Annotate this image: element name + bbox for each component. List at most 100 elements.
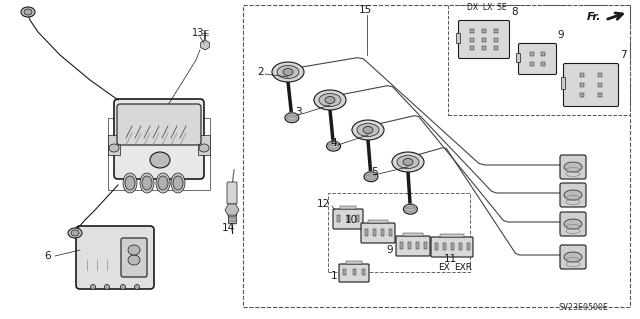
Ellipse shape: [140, 173, 154, 193]
Ellipse shape: [90, 285, 95, 290]
Text: 13: 13: [192, 28, 204, 38]
FancyBboxPatch shape: [560, 245, 586, 269]
Bar: [328, 193, 470, 272]
Bar: [243, 5, 630, 307]
Bar: [362, 269, 365, 275]
Text: 14: 14: [221, 223, 235, 233]
Bar: [482, 29, 486, 33]
Ellipse shape: [357, 123, 379, 137]
Ellipse shape: [364, 172, 378, 182]
Bar: [340, 206, 356, 209]
Bar: [470, 38, 474, 41]
Ellipse shape: [352, 120, 384, 140]
Bar: [343, 269, 346, 275]
Bar: [353, 269, 355, 275]
Bar: [415, 241, 419, 249]
FancyBboxPatch shape: [563, 63, 618, 107]
FancyBboxPatch shape: [560, 212, 586, 236]
Text: 1: 1: [330, 271, 337, 281]
Bar: [541, 52, 545, 56]
Bar: [448, 5, 630, 115]
Ellipse shape: [68, 228, 82, 238]
Bar: [346, 214, 349, 222]
FancyBboxPatch shape: [361, 223, 395, 243]
Text: EX: EX: [438, 263, 450, 271]
FancyBboxPatch shape: [518, 43, 557, 75]
Bar: [470, 29, 474, 33]
Bar: [372, 228, 376, 236]
Ellipse shape: [564, 252, 582, 262]
Bar: [356, 214, 359, 222]
Ellipse shape: [128, 245, 140, 255]
Ellipse shape: [128, 255, 140, 265]
Text: 9: 9: [387, 245, 393, 255]
FancyBboxPatch shape: [117, 104, 201, 145]
Ellipse shape: [104, 285, 109, 290]
Text: 8: 8: [511, 7, 518, 17]
Ellipse shape: [325, 97, 335, 103]
Bar: [494, 29, 498, 33]
Ellipse shape: [392, 152, 424, 172]
Ellipse shape: [171, 173, 185, 193]
Ellipse shape: [314, 90, 346, 110]
Bar: [458, 242, 461, 250]
Ellipse shape: [319, 93, 341, 107]
Ellipse shape: [24, 9, 32, 15]
FancyBboxPatch shape: [76, 226, 154, 289]
Text: Fr.: Fr.: [586, 12, 601, 22]
Bar: [440, 234, 464, 237]
Ellipse shape: [228, 184, 236, 190]
Ellipse shape: [199, 144, 209, 152]
Ellipse shape: [21, 7, 35, 17]
Bar: [198, 135, 210, 155]
Text: 6: 6: [45, 251, 51, 261]
Text: 10: 10: [345, 215, 358, 225]
Bar: [598, 73, 602, 77]
Bar: [388, 228, 392, 236]
Text: 5: 5: [371, 167, 378, 177]
Bar: [435, 242, 438, 250]
FancyBboxPatch shape: [560, 183, 586, 207]
Ellipse shape: [285, 113, 299, 123]
Ellipse shape: [283, 69, 293, 76]
Bar: [108, 135, 120, 155]
Ellipse shape: [564, 219, 582, 229]
Ellipse shape: [363, 127, 373, 133]
Text: 9: 9: [557, 30, 564, 40]
FancyBboxPatch shape: [431, 237, 473, 257]
Bar: [381, 228, 383, 236]
Bar: [516, 53, 520, 62]
Ellipse shape: [134, 285, 140, 290]
Ellipse shape: [123, 173, 137, 193]
Text: DX  LX  SE: DX LX SE: [467, 4, 507, 12]
Ellipse shape: [173, 176, 183, 190]
FancyBboxPatch shape: [396, 236, 430, 256]
Bar: [456, 33, 460, 43]
Bar: [541, 62, 545, 66]
Ellipse shape: [403, 204, 417, 214]
Ellipse shape: [277, 65, 299, 78]
Bar: [424, 241, 426, 249]
Bar: [580, 93, 584, 97]
Ellipse shape: [109, 144, 119, 152]
FancyBboxPatch shape: [227, 182, 237, 204]
Bar: [346, 261, 362, 264]
FancyBboxPatch shape: [560, 155, 586, 179]
Ellipse shape: [71, 230, 79, 236]
FancyBboxPatch shape: [121, 238, 147, 277]
Text: 4: 4: [331, 138, 337, 148]
Bar: [482, 46, 486, 50]
Bar: [365, 228, 367, 236]
Ellipse shape: [150, 152, 170, 168]
Bar: [561, 77, 565, 89]
Bar: [467, 242, 470, 250]
Text: SV23E0500E: SV23E0500E: [558, 303, 608, 313]
Bar: [470, 46, 474, 50]
Bar: [451, 242, 454, 250]
Ellipse shape: [397, 155, 419, 168]
Ellipse shape: [120, 285, 125, 290]
Ellipse shape: [564, 162, 582, 172]
Text: 7: 7: [620, 50, 627, 60]
Text: 15: 15: [358, 5, 372, 15]
FancyBboxPatch shape: [114, 99, 204, 179]
